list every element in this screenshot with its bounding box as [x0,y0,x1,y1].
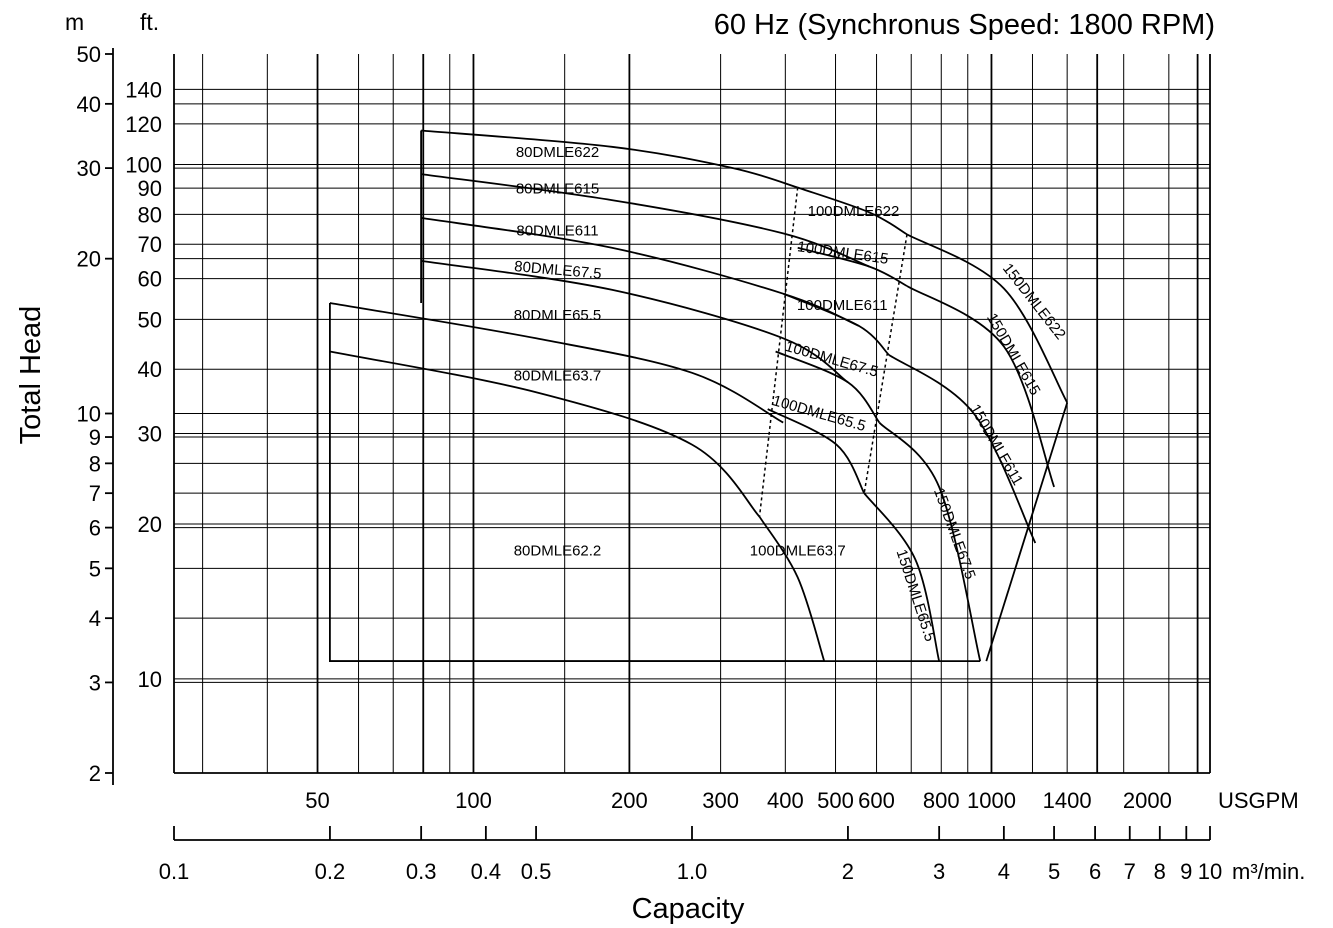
y-tick-label-ft: 30 [138,421,162,446]
series-80DMLE65.5 [329,302,784,424]
y-tick-label-ft: 20 [138,512,162,537]
curve-label: 150DMLE67.5 [930,486,979,582]
y-tick-label-m: 8 [89,451,101,476]
curve-label: 80DMLE63.7 [514,367,602,384]
series-80DMLE622 [421,129,798,189]
chart-title: 60 Hz (Synchronus Speed: 1800 RPM) [714,9,1215,41]
curve-label: 80DMLE611 [516,222,598,239]
x-tick-label-m3: 0.1 [159,859,190,884]
x-tick-label-usgpm: 600 [858,788,895,813]
x-tick-label-usgpm: 2000 [1123,788,1172,813]
y-tick-label-m: 4 [89,606,101,631]
y-tick-label-m: 40 [77,92,101,117]
x-tick-label-m3: 5 [1048,859,1060,884]
x-tick-label-usgpm: 50 [305,788,329,813]
x-tick-label-m3: 7 [1124,859,1136,884]
series-100DMLE615 [797,246,908,287]
x-tick-label-m3: 0.3 [406,859,437,884]
y-tick-label-m: 3 [89,670,101,695]
series-150DMLE611 [888,354,1037,544]
y-tick-label-ft: 120 [125,112,162,137]
x-tick-label-m3: 0.5 [521,859,552,884]
x-tick-label-usgpm: 400 [767,788,804,813]
y-tick-label-m: 30 [77,156,101,181]
y-tick-label-ft: 100 [125,153,162,178]
curve-label: 80DMLE615 [516,180,599,197]
x-unit-m3-label: m³/min. [1232,859,1305,884]
x-tick-label-m3: 6 [1089,859,1101,884]
curve-label: 80DMLE65.5 [514,307,602,324]
x-tick-label-m3: 3 [933,859,945,884]
ticks: 5040302010987654321401201009080706050403… [77,42,1223,884]
x-tick-label-m3: 9 [1180,859,1192,884]
envelope-left-bottom [329,303,981,662]
series-100DMLE67.5 [775,350,881,424]
x-unit-usgpm-label: USGPM [1218,788,1299,813]
y-unit-m-label: m [65,9,84,35]
series-80DMLE611 [420,217,860,327]
grid [173,54,1211,774]
x-tick-label-usgpm: 500 [817,788,854,813]
x-tick-label-usgpm: 100 [455,788,492,813]
y-tick-label-m: 10 [77,402,101,427]
curve-label: 100DMLE611 [797,297,888,314]
y-tick-label-ft: 50 [138,307,162,332]
x-tick-label-usgpm: 200 [611,788,648,813]
x-tick-label-usgpm: 1000 [967,788,1016,813]
y-tick-label-ft: 60 [138,267,162,292]
series-80DMLE63.7 [329,350,761,518]
series-150DMLE65.5 [863,492,940,662]
curves [329,129,1069,663]
x-tick-label-m3: 4 [998,859,1010,884]
series-100DMLE65.5 [767,408,865,494]
divider-dashed-1 [758,187,799,517]
curve-label: 100DMLE615 [796,238,889,268]
y-tick-label-ft: 40 [138,357,162,382]
y-tick-label-ft: 10 [138,667,162,692]
x-tick-label-usgpm: 800 [923,788,960,813]
y-tick-label-m: 50 [77,42,101,67]
series-80DMLE67.5 [420,260,849,384]
y-tick-label-ft: 80 [138,202,162,227]
x-tick-label-m3: 8 [1154,859,1166,884]
y-tick-label-ft: 90 [138,176,162,201]
divider-dashed-2 [863,234,908,494]
series-100DMLE622 [797,186,908,236]
x-axis-title: Capacity [632,893,745,925]
y-tick-label-m: 2 [89,761,101,786]
series-100DMLE611 [782,292,890,356]
y-tick-label-ft: 140 [125,77,162,102]
envelope-right [985,402,1069,662]
series-80DMLE615 [420,173,870,268]
x-tick-label-m3: 10 [1198,859,1222,884]
x-tick-label-m3: 2 [842,859,854,884]
curve-label: 100DMLE622 [808,203,900,220]
curve-label: 80DMLE62.2 [514,542,602,559]
y-tick-label-ft: 70 [138,232,162,257]
x-tick-label-m3: 0.4 [471,859,502,884]
series-150DMLE67.5 [878,421,982,662]
series-100DMLE63.7 [758,516,826,662]
x-tick-label-usgpm: 1400 [1043,788,1092,813]
y-tick-label-m: 7 [89,481,101,506]
curve-label: 100DMLE63.7 [750,542,846,559]
y-tick-label-m: 9 [89,425,101,450]
x-tick-label-m3: 0.2 [315,859,346,884]
y-tick-label-m: 6 [89,516,101,541]
y-axis-title: Total Head [15,306,47,445]
y-tick-label-m: 20 [77,247,101,272]
x-tick-label-m3: 1.0 [677,859,708,884]
y-tick-label-m: 5 [89,556,101,581]
curve-label: 80DMLE622 [516,144,599,161]
series-150DMLE615 [906,285,1055,488]
x-tick-label-usgpm: 300 [702,788,739,813]
y-unit-ft-label: ft. [140,9,159,35]
curve-label: 150DMLE611 [966,401,1026,488]
series-150DMLE622 [906,233,1068,404]
